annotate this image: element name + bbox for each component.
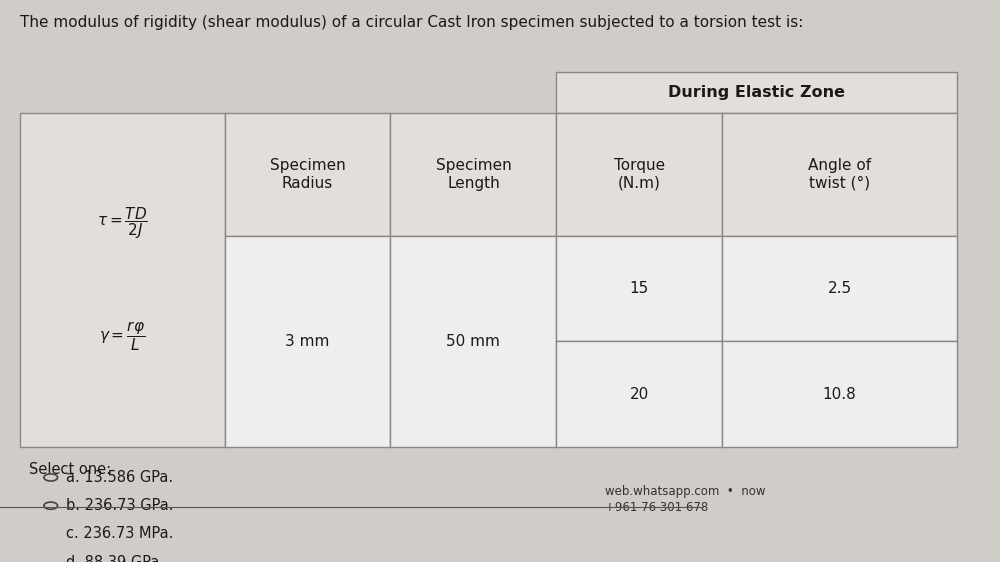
FancyBboxPatch shape xyxy=(722,113,957,236)
FancyBboxPatch shape xyxy=(390,236,556,447)
FancyBboxPatch shape xyxy=(390,113,556,236)
Text: $\tau = \dfrac{TD}{2J}$: $\tau = \dfrac{TD}{2J}$ xyxy=(97,206,147,241)
FancyBboxPatch shape xyxy=(722,341,957,447)
Text: b. 236.73 GPa.: b. 236.73 GPa. xyxy=(66,498,174,513)
Text: 2.5: 2.5 xyxy=(827,282,852,296)
FancyBboxPatch shape xyxy=(556,72,957,113)
FancyBboxPatch shape xyxy=(556,341,722,447)
FancyBboxPatch shape xyxy=(225,113,390,236)
Text: $\gamma = \dfrac{r\varphi}{L}$: $\gamma = \dfrac{r\varphi}{L}$ xyxy=(99,319,145,353)
Text: web.whatsapp.com  •  now: web.whatsapp.com • now xyxy=(605,485,766,498)
Text: +961 76 301 678: +961 76 301 678 xyxy=(605,501,708,514)
Text: The modulus of rigidity (shear modulus) of a circular Cast Iron specimen subject: The modulus of rigidity (shear modulus) … xyxy=(20,15,803,30)
Text: c. 236.73 MPa.: c. 236.73 MPa. xyxy=(66,527,174,541)
Text: 20: 20 xyxy=(630,387,649,401)
FancyBboxPatch shape xyxy=(556,236,722,341)
Text: Torque
(N.m): Torque (N.m) xyxy=(614,158,665,191)
Text: 3 mm: 3 mm xyxy=(285,334,330,349)
Text: 15: 15 xyxy=(630,282,649,296)
FancyBboxPatch shape xyxy=(556,113,722,236)
Text: Specimen
Length: Specimen Length xyxy=(436,158,511,191)
FancyBboxPatch shape xyxy=(225,236,390,447)
Text: 10.8: 10.8 xyxy=(823,387,856,401)
Text: Specimen
Radius: Specimen Radius xyxy=(270,158,345,191)
Text: 50 mm: 50 mm xyxy=(446,334,500,349)
Text: Select one:: Select one: xyxy=(29,462,111,477)
Text: a. 13.586 GPa.: a. 13.586 GPa. xyxy=(66,470,174,485)
Text: Angle of
twist (°): Angle of twist (°) xyxy=(808,158,871,191)
FancyBboxPatch shape xyxy=(20,113,225,447)
FancyBboxPatch shape xyxy=(722,236,957,341)
Text: During Elastic Zone: During Elastic Zone xyxy=(668,85,845,100)
Text: d. 88.39 GPa.: d. 88.39 GPa. xyxy=(66,555,165,562)
